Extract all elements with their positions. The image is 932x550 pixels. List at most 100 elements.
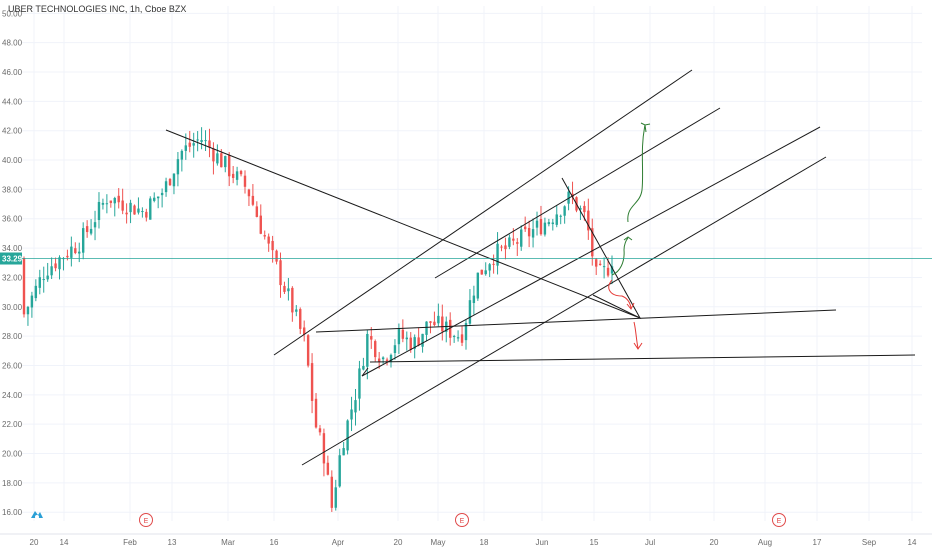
price-axis[interactable]: 50.00 48.00 46.00 44.00 42.00 40.00 38.00 36.00…: [2, 9, 23, 517]
candle-body: [551, 222, 555, 225]
candle-body: [38, 277, 41, 288]
candle-body: [275, 250, 278, 262]
red-arrow-down-1[interactable]: [608, 279, 632, 309]
trendline-support[interactable]: [369, 354, 916, 363]
last-price-line: 33.29: [0, 252, 932, 265]
candle-body: [393, 345, 397, 354]
candle-body: [192, 143, 195, 146]
candle-body: [322, 433, 326, 464]
x-tick-label: Jul: [645, 538, 655, 547]
candle-body: [334, 487, 337, 508]
candle-body: [239, 170, 243, 175]
candle-body: [46, 275, 49, 280]
candle-body: [160, 192, 164, 196]
x-tick-label: 15: [590, 538, 599, 547]
trendline-channel-upper[interactable]: [273, 69, 693, 356]
candle-body: [299, 309, 302, 329]
candle-body: [587, 210, 590, 231]
red-arrowhead-1: [626, 302, 635, 310]
candle-body: [70, 246, 73, 258]
candle-body: [488, 264, 491, 271]
tradingview-logo-icon[interactable]: [30, 508, 44, 520]
candle-body: [602, 266, 606, 268]
x-tick-label: 20: [30, 538, 39, 547]
trendline-rising-2[interactable]: [301, 156, 827, 466]
last-price-tag: [0, 252, 22, 265]
candle-body: [50, 266, 53, 276]
candle-body: [224, 156, 227, 168]
drawn-trendlines: [165, 69, 916, 466]
candle-body: [543, 222, 547, 235]
x-tick-label: 13: [168, 538, 177, 547]
candle-body: [500, 246, 503, 248]
last-price-label: 33.29: [2, 255, 23, 264]
candle-body: [295, 309, 298, 312]
candle-body: [492, 263, 495, 265]
candle-body: [350, 409, 353, 420]
candle-body: [508, 237, 511, 247]
candle-body: [362, 365, 365, 370]
trendline-descending[interactable]: [165, 129, 641, 319]
candle-body: [516, 242, 519, 244]
candle-body: [133, 205, 136, 215]
candle-body: [196, 139, 199, 141]
candle-body: [228, 155, 231, 177]
candle-body: [121, 200, 124, 211]
candle-body: [591, 228, 594, 257]
candle-body: [271, 240, 274, 251]
drawn-arrows: [608, 122, 651, 350]
earnings-marker[interactable]: [455, 513, 469, 527]
candle-body: [204, 140, 207, 142]
earnings-marker[interactable]: [772, 513, 786, 527]
candle-body: [512, 238, 515, 241]
x-tick-label: Sep: [862, 538, 877, 547]
green-arrow-up-large[interactable]: [627, 124, 646, 223]
y-tick-label: 18.00: [2, 479, 23, 488]
candle-body: [496, 243, 499, 266]
x-tick-label: 17: [813, 538, 822, 547]
time-axis[interactable]: 20 14 Feb 13 Mar 16 Apr 20 May 18 Jun 15 Jul 20 Aug 17 S…: [0, 533, 932, 547]
green-arrow-up-small[interactable]: [611, 237, 629, 276]
candle-body: [74, 248, 77, 254]
candle-body: [149, 198, 152, 220]
candle-body: [456, 337, 460, 339]
candle-body: [200, 140, 203, 142]
candle-body: [484, 270, 487, 275]
trendline-wedge[interactable]: [561, 177, 642, 320]
earnings-marker[interactable]: [139, 513, 153, 527]
x-tick-label: 16: [270, 538, 279, 547]
candle-body: [480, 269, 483, 275]
trendline-rising-1[interactable]: [361, 126, 821, 377]
candle-body: [93, 222, 97, 228]
candle-body: [188, 142, 191, 147]
red-arrow-down-2[interactable]: [633, 321, 639, 349]
candle-body: [101, 202, 105, 205]
x-tick-label: Apr: [332, 538, 345, 547]
trendline-channel-mid[interactable]: [434, 107, 721, 279]
candle-body: [370, 336, 373, 340]
earnings-marker-label: E: [777, 518, 782, 525]
trendline-connector[interactable]: [361, 367, 369, 377]
x-tick-label: 14: [60, 538, 69, 547]
candle-body: [58, 257, 61, 270]
candle-body: [279, 260, 282, 286]
y-tick-label: 38.00: [2, 185, 23, 194]
candle-body: [231, 173, 235, 178]
candle-body: [555, 214, 558, 225]
y-tick-label: 20.00: [2, 450, 23, 459]
candle-body: [216, 153, 219, 164]
candle-body: [184, 145, 187, 151]
y-tick-label: 48.00: [2, 39, 23, 48]
candle-body: [374, 341, 377, 358]
candle-body: [129, 202, 132, 213]
candle-body: [318, 428, 322, 433]
candle-body: [255, 206, 259, 217]
candle-body: [117, 195, 120, 203]
candle-body: [405, 337, 408, 340]
candle-body: [89, 228, 93, 234]
candle-body: [22, 258, 26, 315]
y-tick-label: 40.00: [2, 156, 23, 165]
trendline-resistance[interactable]: [315, 309, 837, 333]
